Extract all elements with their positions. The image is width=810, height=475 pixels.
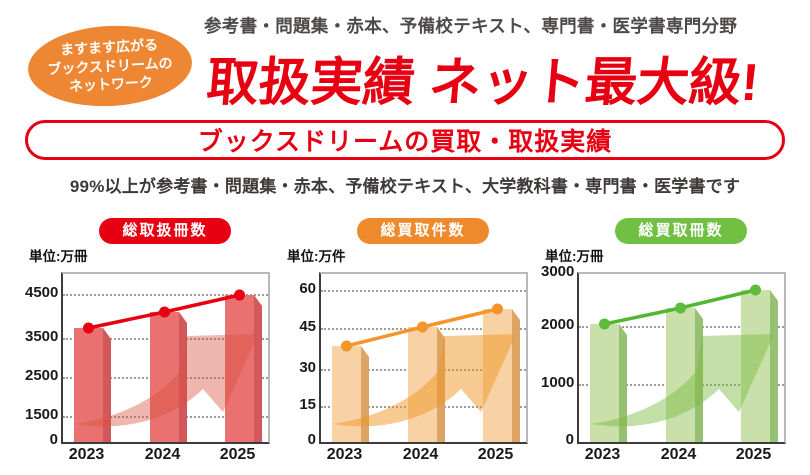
network-badge-line3: ネットワーク [68,74,154,95]
data-point [492,303,503,315]
y-tick-label: 1500 [25,405,59,423]
category-subtitle: 参考書・問題集・赤本、予備校テキスト、専門書・医学書専門分野 [204,16,738,36]
growth-arrow [75,334,258,427]
data-point [234,289,245,301]
trend-line [599,284,761,330]
chart-title-badge: 総買取冊数 [615,218,747,244]
data-point [599,318,610,330]
chart-panel-total-handled-books: 総取扱冊数 単位:万冊 0 1500 2500 3500 4500 2023 2024 202… [25,210,277,472]
bar-side-face [179,312,187,442]
gridline [321,289,526,292]
data-point [159,306,170,318]
x-tick-label: 2025 [219,446,256,463]
bar [225,295,254,442]
section-banner-title: ブックスドリームの買取・取扱実績 [197,128,613,156]
y-tick-label: 0 [307,431,316,448]
data-point [83,322,94,334]
gridline [63,294,268,296]
axis-unit-label: 単位:万冊 [545,249,604,264]
axis-unit-label: 単位:万冊 [29,249,88,264]
bar [741,290,770,442]
data-point [417,321,428,333]
bar [590,324,619,442]
bar-side-face [770,290,778,442]
data-point [750,284,761,296]
data-point [675,302,686,314]
section-banner: ブックスドリームの買取・取扱実績 [25,120,785,160]
y-tick-label: 15 [299,395,316,413]
trend-line [341,303,503,352]
y-tick-label: 0 [49,431,58,448]
y-tick-label: 45 [299,318,316,336]
growth-arrow [333,334,516,427]
x-tick-label: 2024 [144,446,181,463]
data-point [341,340,352,352]
y-tick-label: 3500 [25,327,59,345]
x-tick-label: 2023 [68,446,105,463]
y-tick-label: 3000 [541,263,575,280]
description-text: 99%以上が参考書・問題集・赤本、予備校テキスト、大学教科書・専門書・医学書です [69,177,741,196]
growth-arrow [591,334,774,427]
chart-title-badge: 総買取件数 [357,218,489,244]
plot-area [577,272,786,444]
x-tick-label: 2025 [735,446,772,463]
bar [666,308,695,442]
bar-side-face [512,309,520,442]
bar-side-face [619,324,627,442]
trend-line [83,289,245,334]
y-tick-label: 1000 [541,373,575,391]
chart-panel-total-purchased-books: 総買取冊数 単位:万冊 0 1000 2000 3000 2023 2024 2025 [541,210,793,472]
main-title: 取扱実績 ネット最大級! [204,54,762,112]
x-tick-label: 2024 [660,446,697,463]
x-tick-label: 2024 [402,446,439,463]
y-tick-label: 2500 [25,367,59,385]
bar [150,312,179,442]
y-tick-label: 30 [299,358,316,376]
y-tick-label: 0 [565,431,574,448]
bar-side-face [361,346,369,442]
plot-area [61,272,270,444]
y-tick-label: 60 [299,279,316,297]
x-tick-label: 2023 [326,446,363,463]
bar-side-face [103,328,111,442]
bar-side-face [695,308,703,442]
chart-panel-total-purchase-orders: 総買取件数 単位:万件 0 15 30 45 60 2023 2024 2025 [283,210,535,472]
bar-side-face [254,295,262,442]
plot-area [319,272,528,444]
x-tick-label: 2025 [477,446,514,463]
y-tick-label: 4500 [25,284,59,301]
bar [74,328,103,442]
y-tick-label: 2000 [541,315,575,333]
network-badge: ますます広がる ブックスドリームの ネットワーク [26,21,194,111]
x-tick-label: 2023 [584,446,621,463]
chart-title-badge: 総取扱冊数 [99,218,231,244]
axis-unit-label: 単位:万件 [287,249,346,264]
